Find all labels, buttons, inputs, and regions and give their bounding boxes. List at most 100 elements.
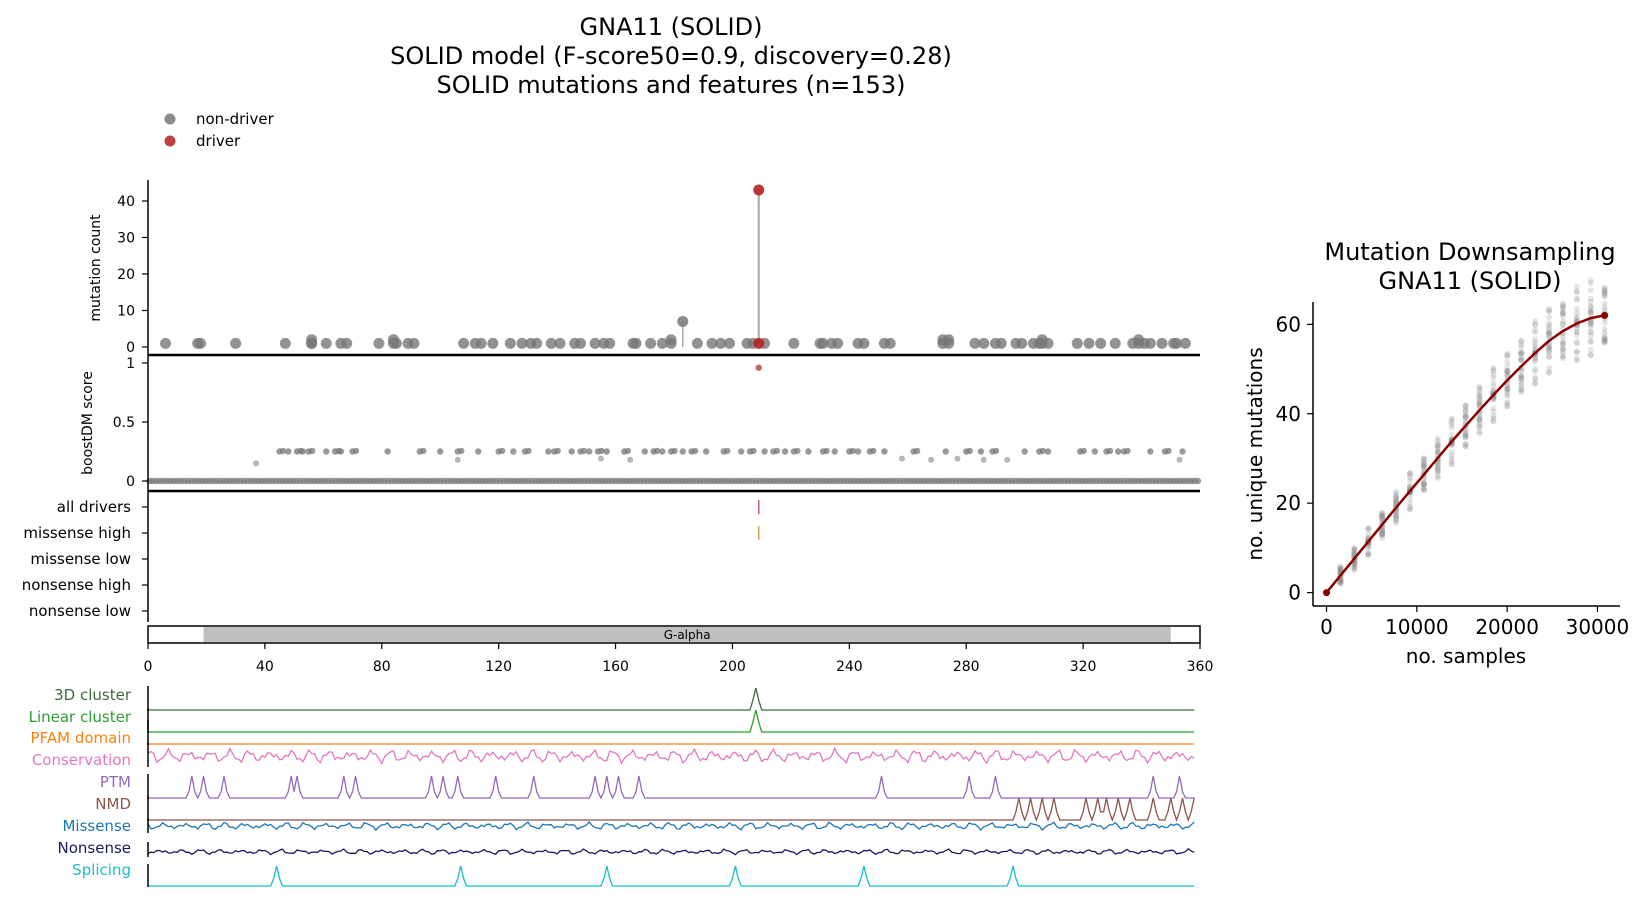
- driver-track-label: nonsense low: [29, 602, 131, 620]
- downsampling-point: [1587, 298, 1594, 305]
- downsampling-point: [1601, 287, 1608, 294]
- downsampling-point: [1462, 429, 1469, 436]
- boostdm-panel: 00.51 boostDM score: [80, 355, 1202, 493]
- boostdm-point: [679, 448, 686, 455]
- boostdm-point: [309, 447, 316, 455]
- downsampling-point: [1532, 327, 1539, 334]
- downsampling-point: [1518, 355, 1525, 362]
- downsampling-point: [1518, 376, 1525, 383]
- downsampling-point: [1434, 435, 1441, 442]
- boostdm-point: [761, 448, 768, 455]
- downsampling-point: [1573, 296, 1580, 303]
- driver-track-rows: all drivers missense high missense low nons…: [22, 498, 148, 620]
- downsampling-point: [1518, 387, 1525, 394]
- downsampling-point: [1393, 488, 1400, 495]
- downsampling-point: [1546, 369, 1553, 376]
- downsampling-point: [1559, 340, 1566, 347]
- downsampling-point: [1573, 355, 1580, 362]
- downsampling-point: [1337, 566, 1344, 573]
- downsampling-point: [1379, 534, 1386, 541]
- downsampling-point: [1462, 433, 1469, 440]
- downsampling-point: [1420, 480, 1427, 487]
- downsampling-point: [1379, 532, 1386, 539]
- downsampling-point: [1420, 463, 1427, 470]
- boostdm-point: [1021, 448, 1028, 455]
- downsampling-point: [1434, 463, 1441, 470]
- downsampling-point: [1504, 367, 1511, 374]
- downsampling-point: [1393, 499, 1400, 506]
- downsampling-point: [1365, 525, 1372, 532]
- boostdm-point: [337, 448, 345, 455]
- downsampling-point: [1448, 457, 1455, 464]
- downsampling-point: [1601, 306, 1608, 313]
- downsampling-point: [1379, 513, 1386, 520]
- downsampling-point: [1559, 320, 1566, 327]
- downsampling-point: [1559, 333, 1566, 340]
- downsampling-point: [1434, 470, 1441, 477]
- downsampling-point: [1462, 434, 1469, 441]
- mutation-count-point-nondriver: [373, 337, 385, 349]
- downsampling-point: [1601, 288, 1608, 295]
- boostdm-point-baseline: [1194, 477, 1202, 485]
- mutation-count-point-nondriver: [604, 337, 616, 349]
- downsampling-point: [1420, 481, 1427, 488]
- downsampling-point: [1462, 403, 1469, 410]
- mutation-count-stems: [682, 190, 760, 347]
- downsampling-point: [1559, 321, 1566, 328]
- downsampling-point: [1420, 455, 1427, 462]
- downsampling-point: [1490, 368, 1497, 375]
- downsampling-point: [1490, 408, 1497, 415]
- downsampling-point: [1559, 345, 1566, 352]
- legend-marker-nondriver: [164, 113, 176, 125]
- domain-x-tick-label: 200: [719, 659, 746, 675]
- downsampling-point: [1546, 307, 1553, 314]
- downsampling-point: [1559, 337, 1566, 344]
- downsampling-point: [1532, 368, 1539, 375]
- downsampling-point: [1587, 280, 1594, 287]
- feature-track-line: [147, 746, 1195, 766]
- boostdm-point: [870, 447, 877, 455]
- downsampling-point: [1448, 448, 1455, 455]
- downsampling-y-ticks: 0 20 40 60: [1276, 312, 1313, 605]
- downsampling-point: [1559, 305, 1566, 312]
- downsampling-point: [1601, 290, 1608, 297]
- boostdm-point: [420, 447, 427, 455]
- downsampling-point: [1518, 384, 1525, 391]
- downsampling-point: [1518, 352, 1525, 359]
- downsampling-point: [1504, 368, 1511, 375]
- downsampling-point: [1448, 421, 1455, 428]
- downsampling-point: [1601, 336, 1608, 343]
- mutation-count-point-nondriver: [408, 337, 420, 349]
- mutation-count-point-nondriver: [978, 337, 990, 349]
- downsampling-point: [1587, 303, 1594, 310]
- downsampling-point: [1462, 412, 1469, 419]
- mutation-count-point-nondriver: [1109, 337, 1121, 349]
- downsampling-point: [1406, 470, 1413, 477]
- downsampling-point: [1351, 545, 1358, 552]
- downsampling-point: [1546, 327, 1553, 334]
- downsampling-point: [1559, 301, 1566, 308]
- boostdm-point: [545, 448, 552, 455]
- domain-x-tick-label: 0: [144, 659, 153, 675]
- downsampling-point: [1434, 449, 1441, 456]
- downsampling-point: [1462, 432, 1469, 439]
- downsampling-point: [1420, 461, 1427, 468]
- downsampling-point: [1379, 532, 1386, 539]
- downsampling-point: [1379, 528, 1386, 535]
- downsampling-point: [1532, 374, 1539, 381]
- boostdm-point: [913, 447, 921, 455]
- title-line-3: SOLID mutations and features (n=153): [437, 71, 906, 99]
- boostdm-point: [1106, 447, 1114, 455]
- downsampling-point: [1434, 442, 1441, 449]
- boostdm-point: [598, 447, 605, 455]
- downsampling-point: [1504, 402, 1511, 409]
- mutation-count-point-nondriver: [516, 337, 528, 349]
- feature-track-line: [147, 847, 1195, 856]
- boostdm-point: [352, 447, 360, 455]
- feature-tracks-panel: 3D cluster Linear cluster PFAM domain Conse…: [29, 686, 1195, 887]
- downsampling-point: [1587, 346, 1594, 353]
- downsampling-point: [1559, 310, 1566, 317]
- downsampling-point: [1365, 550, 1372, 557]
- mutation-count-point-nondriver: [487, 337, 499, 349]
- downsampling-point: [1337, 563, 1344, 570]
